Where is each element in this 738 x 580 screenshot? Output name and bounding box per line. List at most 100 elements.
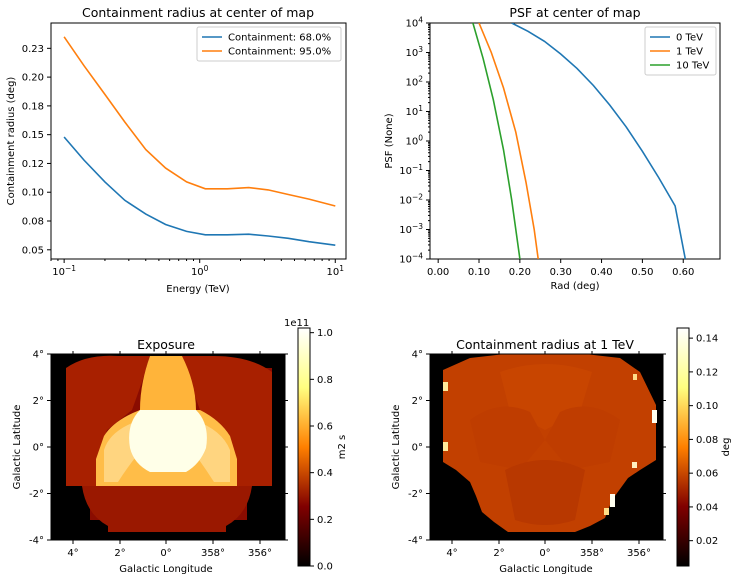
y-tick-label: 0.05: [22, 245, 44, 256]
y-tick-label: 102: [405, 75, 423, 89]
colorbar-ticks: 0.02 0.04 0.06 0.08 0.10 0.12 0.14: [689, 334, 718, 547]
colorbar-tick-label: 0.04: [696, 502, 718, 513]
y-tick-label: 10−3: [399, 222, 423, 236]
y-tick-label: 0.15: [22, 130, 44, 141]
axis-ticks: 0.00 0.10 0.20 0.30 0.40 0.50 0.60 10−4 10−3 10−2…: [399, 16, 694, 279]
x-tick-label: 4°: [67, 548, 78, 559]
chart-title: PSF at center of map: [509, 5, 640, 20]
x-tick-label: 0.20: [509, 267, 531, 278]
colorbar-label: m2 s: [337, 435, 348, 460]
axis-ticks: 10−1 100 101 0.05 0.08 0.10 0.12 0.15 0.18 0.20 0.…: [22, 44, 345, 278]
y-tick-label: 0.20: [22, 73, 44, 84]
x-tick-label: 100: [191, 264, 209, 278]
x-tick-label: 4°: [446, 548, 457, 559]
axis-ticks: 4° 2° 0° 358° 356° 4° 2° 0° -2° -4°: [29, 350, 288, 559]
x-tick-label: 2°: [114, 548, 125, 559]
y-axis-label: PSF (None): [384, 113, 395, 168]
y-tick-label: 104: [405, 16, 423, 30]
x-axis-label: Rad (deg): [550, 281, 599, 292]
heatmap-image: [430, 354, 663, 540]
y-tick-label: 103: [405, 45, 423, 59]
y-tick-label: 0.18: [22, 101, 44, 112]
x-axis-label: Energy (TeV): [166, 284, 229, 295]
x-tick-label: 356°: [627, 548, 651, 559]
series-lines: [472, 23, 687, 259]
y-axis-label: Galactic Latitude: [12, 405, 23, 490]
x-axis-label: Galactic Longitude: [499, 564, 592, 575]
plot-frame: [50, 22, 347, 260]
legend: Containment: 68.0% Containment: 95.0%: [196, 26, 342, 62]
x-tick-label: 0°: [539, 548, 550, 559]
colorbar-tick-label: 0.02: [696, 536, 718, 547]
y-tick-label: 0.08: [22, 217, 44, 228]
y-tick-label: 0.23: [22, 44, 44, 55]
x-tick-label: 0.60: [672, 267, 694, 278]
series-line: [478, 23, 539, 259]
series-lines: [63, 36, 336, 246]
chart-title: Containment radius at 1 TeV: [456, 337, 634, 352]
legend-entry: Containment: 68.0%: [228, 33, 331, 44]
y-tick-label: 100: [405, 134, 423, 148]
colorbar: 0.0 0.2 0.4 0.6 0.8 1.0 1e11 m2 s: [284, 318, 348, 573]
legend-entry: Containment: 95.0%: [228, 47, 331, 58]
y-tick-label: 2°: [412, 396, 423, 407]
y-tick-label: 10−2: [399, 193, 423, 207]
series-line: [63, 36, 336, 207]
y-tick-label: 2°: [33, 396, 44, 407]
x-tick-label: 101: [327, 264, 345, 278]
y-tick-label: 4°: [412, 350, 423, 361]
y-tick-label: -4°: [29, 536, 44, 547]
legend-entry: 1 TeV: [676, 47, 703, 58]
heatmap-image: [51, 354, 285, 540]
colorbar-tick-label: 0.14: [696, 334, 718, 345]
y-tick-label: 101: [405, 104, 423, 118]
x-tick-label: 0.40: [590, 267, 612, 278]
x-tick-label: 0°: [160, 548, 171, 559]
y-tick-label: 0.10: [22, 188, 44, 199]
colorbar-label: deg: [721, 438, 732, 457]
y-tick-label: 0°: [412, 443, 423, 454]
x-tick-label: 0.30: [550, 267, 572, 278]
panel-exposure: Exposure 4° 2° 0° 358° 356° 4° 2° 0° -2° -4° Gala…: [12, 318, 348, 575]
colorbar-tick-label: 0.6: [317, 422, 333, 433]
y-tick-label: -2°: [408, 489, 423, 500]
panel-psf: PSF at center of map 0.00 0.10 0.20 0.30 0.4…: [384, 5, 721, 292]
x-tick-label: 10−1: [52, 264, 76, 278]
x-tick-label: 0.50: [631, 267, 653, 278]
colorbar-multiplier: 1e11: [284, 318, 309, 329]
series-line: [511, 23, 687, 259]
colorbar: 0.02 0.04 0.06 0.08 0.10 0.12 0.14 deg: [676, 327, 732, 567]
y-tick-label: 0°: [33, 443, 44, 454]
colorbar-tick-label: 0.08: [696, 435, 718, 446]
legend: 0 TeV 1 TeV 10 TeV: [644, 26, 717, 76]
colorbar-tick-label: 0.12: [696, 367, 718, 378]
chart-title: Containment radius at center of map: [82, 5, 314, 20]
panel-containment-radius: Containment radius at center of map 10−1…: [6, 5, 347, 295]
colorbar-ticks: 0.0 0.2 0.4 0.6 0.8 1.0: [310, 328, 333, 573]
colorbar-tick-label: 0.10: [696, 401, 718, 412]
x-tick-label: 358°: [580, 548, 604, 559]
x-tick-label: 358°: [201, 548, 225, 559]
series-line: [63, 136, 336, 246]
colorbar-tick-label: 0.2: [317, 515, 333, 526]
x-tick-label: 0.10: [468, 267, 490, 278]
y-tick-label: 10−4: [399, 252, 423, 266]
y-tick-label: -2°: [29, 489, 44, 500]
y-axis-label: Containment radius (deg): [6, 77, 17, 206]
axis-ticks: 4° 2° 0° 358° 356° 4° 2° 0° -2° -4°: [408, 350, 666, 559]
y-tick-label: 10−1: [399, 163, 423, 177]
panel-containment-1tev: Containment radius at 1 TeV 4° 2° 0° 358° 35…: [391, 327, 732, 575]
x-tick-label: 356°: [248, 548, 272, 559]
series-line: [472, 23, 521, 259]
y-tick-label: -4°: [408, 536, 423, 547]
x-tick-label: 0.00: [427, 267, 449, 278]
x-tick-label: 2°: [493, 548, 504, 559]
y-tick-label: 4°: [33, 350, 44, 361]
y-tick-label: 0.12: [22, 159, 44, 170]
x-axis-label: Galactic Longitude: [119, 564, 212, 575]
colorbar-tick-label: 0.8: [317, 375, 333, 386]
colorbar-tick-label: 0.4: [317, 468, 333, 479]
legend-entry: 0 TeV: [676, 33, 703, 44]
chart-title: Exposure: [137, 337, 195, 352]
